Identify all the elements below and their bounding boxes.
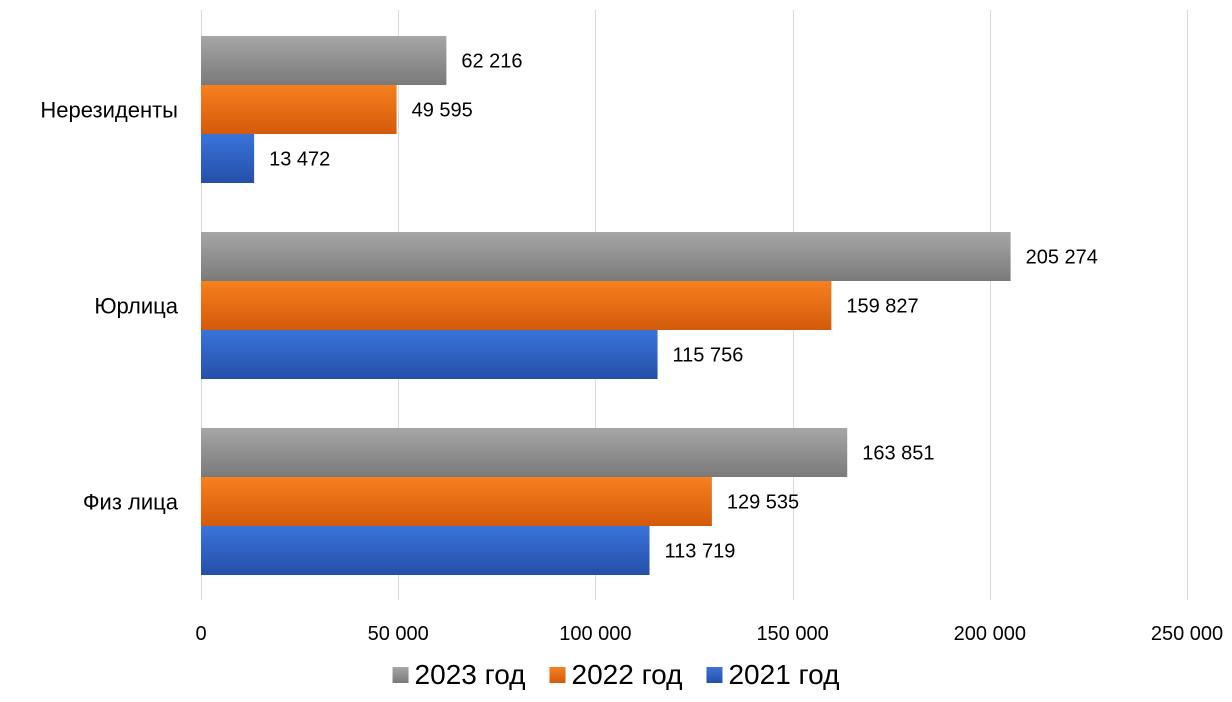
legend-swatch	[392, 667, 409, 683]
x-tick-label: 200 000	[954, 623, 1026, 645]
data-label: 159 827	[846, 296, 918, 318]
data-label: 163 851	[862, 443, 934, 465]
bar	[201, 281, 832, 330]
legend-label: 2023 год	[415, 659, 526, 690]
bar	[201, 428, 848, 477]
bar	[201, 330, 658, 379]
legend-label: 2022 год	[572, 659, 683, 690]
data-label: 62 216	[461, 51, 522, 73]
bars	[201, 36, 1011, 575]
bar	[201, 526, 650, 575]
category-label: Юрлица	[94, 294, 178, 319]
bar	[201, 134, 255, 183]
legend-swatch	[549, 667, 566, 683]
legend-swatch	[706, 667, 723, 683]
data-label: 205 274	[1026, 247, 1098, 269]
legend-label: 2021 год	[728, 659, 839, 690]
category-label: Нерезиденты	[40, 98, 178, 123]
data-label: 129 535	[727, 492, 799, 514]
bar	[201, 232, 1011, 281]
labels: 0 50 000 100 000 150 000 200 000 250 000 62 21…	[40, 51, 1223, 646]
data-label: 113 719	[665, 541, 736, 563]
x-tick-label: 150 000	[756, 623, 828, 645]
legend-item: 2023 год	[392, 659, 526, 690]
legend-item: 2022 год	[549, 659, 683, 690]
x-tick-label: 250 000	[1151, 623, 1223, 645]
data-label: 13 472	[269, 149, 330, 171]
legend-item: 2021 год	[706, 659, 839, 690]
bar	[201, 477, 712, 526]
category-label: Физ лица	[83, 490, 179, 515]
bar	[201, 36, 447, 85]
data-label: 49 595	[412, 100, 473, 122]
bar	[201, 85, 397, 134]
legend: 2023 год 2022 год 2021 год	[392, 659, 839, 690]
x-tick-label: 100 000	[559, 623, 631, 645]
x-tick-label: 50 000	[368, 623, 429, 645]
x-tick-label: 0	[195, 623, 206, 645]
data-label: 115 756	[673, 345, 744, 367]
